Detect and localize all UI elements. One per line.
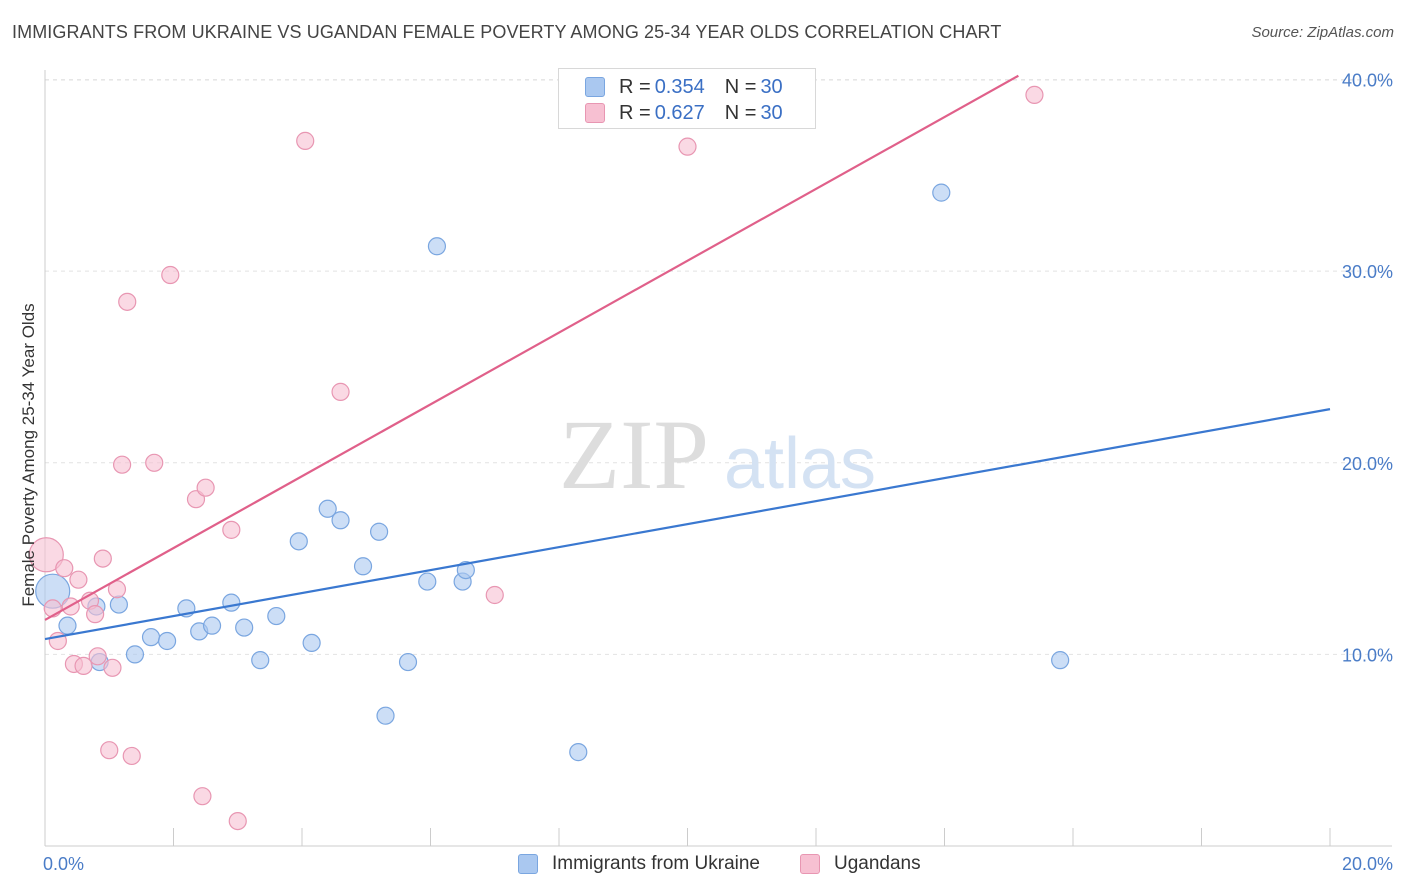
data-point	[331, 511, 350, 530]
bottom-legend-ugandans: Ugandans	[800, 852, 921, 876]
legend-n-value: 30	[760, 75, 783, 98]
data-point	[88, 647, 107, 666]
legend-swatch-ukraine	[585, 77, 605, 97]
data-point	[112, 455, 132, 474]
data-point	[376, 706, 395, 725]
tick-labels: 10.0% 20.0% 30.0% 40.0% 0.0% 20.0%	[43, 71, 1393, 874]
legend-row-ukraine: R = 0.354 N = 30	[585, 75, 783, 99]
y-tick-label: 40.0%	[1342, 71, 1393, 91]
data-point	[122, 746, 141, 766]
data-point	[145, 453, 164, 472]
data-point	[398, 652, 418, 672]
data-point	[318, 499, 337, 518]
data-point	[456, 560, 475, 580]
data-point	[932, 183, 951, 202]
watermark-atlas: atlas	[724, 424, 876, 504]
data-point	[418, 572, 437, 591]
data-point	[55, 559, 74, 578]
bottom-legend-label-ugandans: Ugandans	[834, 853, 921, 874]
data-point	[235, 618, 254, 637]
data-point	[157, 631, 177, 651]
data-point	[193, 787, 212, 806]
data-point	[296, 131, 315, 150]
chart-title: IMMIGRANTS FROM UKRAINE VS UGANDAN FEMAL…	[12, 22, 1002, 42]
data-point	[58, 616, 77, 635]
legend-n-label: N =	[724, 75, 757, 98]
trend-line-ukraine	[44, 408, 1331, 641]
data-point	[109, 595, 128, 614]
legend-r-label: R =	[619, 75, 651, 98]
correlation-legend: R = 0.354 N = 30 R = 0.627 N = 30	[558, 68, 816, 129]
gridlines	[45, 79, 1392, 655]
data-point	[222, 520, 241, 539]
data-point	[267, 606, 286, 626]
data-point	[125, 645, 145, 664]
data-point	[353, 557, 373, 576]
data-point	[86, 605, 105, 624]
legend-row-ugandans: R = 0.627 N = 30	[585, 101, 783, 125]
legend-r-value: 0.354	[654, 75, 705, 98]
data-point	[678, 137, 697, 156]
x-tick-label: 0.0%	[43, 854, 84, 874]
trend-line-ugandans	[44, 74, 1019, 621]
data-point	[141, 628, 161, 647]
y-axis-label: Female Poverty Among 25-34 Year Olds	[19, 303, 38, 606]
source-label: Source: ZipAtlas.com	[1251, 24, 1394, 41]
watermark-zip: ZIP	[559, 399, 709, 510]
data-point	[222, 593, 241, 612]
data-point	[74, 656, 93, 675]
series-ukraine	[35, 183, 1070, 762]
data-point	[289, 532, 308, 551]
data-point	[161, 265, 180, 285]
legend-r-value: 0.627	[654, 101, 705, 124]
data-point	[370, 522, 389, 541]
legend-n-label: N =	[724, 101, 757, 124]
data-point	[427, 237, 447, 256]
trend-lines	[44, 74, 1331, 641]
bottom-legend-label-ukraine: Immigrants from Ukraine	[552, 853, 760, 874]
data-point	[302, 633, 321, 652]
data-point	[103, 658, 122, 677]
watermark: ZIP atlas	[559, 399, 876, 510]
data-point	[1051, 651, 1070, 670]
legend-swatch-ugandans	[585, 103, 605, 123]
data-point	[69, 570, 88, 589]
data-point	[100, 741, 119, 760]
data-point	[93, 549, 112, 568]
data-point	[569, 743, 588, 762]
data-point	[485, 585, 504, 605]
series-ugandans	[28, 85, 1044, 831]
bottom-legend-swatch-ugandans	[800, 854, 820, 874]
data-point	[1025, 85, 1044, 105]
data-point	[202, 616, 222, 635]
legend-n-value: 30	[760, 101, 783, 124]
data-point	[28, 537, 64, 573]
data-point	[251, 651, 270, 670]
bottom-legend-ukraine: Immigrants from Ukraine	[518, 852, 760, 876]
y-tick-label: 20.0%	[1342, 454, 1393, 474]
x-tick-label: 20.0%	[1342, 854, 1393, 874]
data-point	[196, 478, 215, 497]
data-points	[28, 85, 1070, 831]
data-point	[228, 811, 247, 831]
data-point	[118, 292, 137, 311]
y-tick-label: 10.0%	[1342, 645, 1393, 665]
y-tick-label: 30.0%	[1342, 262, 1393, 282]
legend-r-label: R =	[619, 101, 651, 124]
data-point	[331, 382, 350, 401]
bottom-legend-swatch-ukraine	[518, 854, 538, 874]
axes	[44, 70, 1392, 847]
